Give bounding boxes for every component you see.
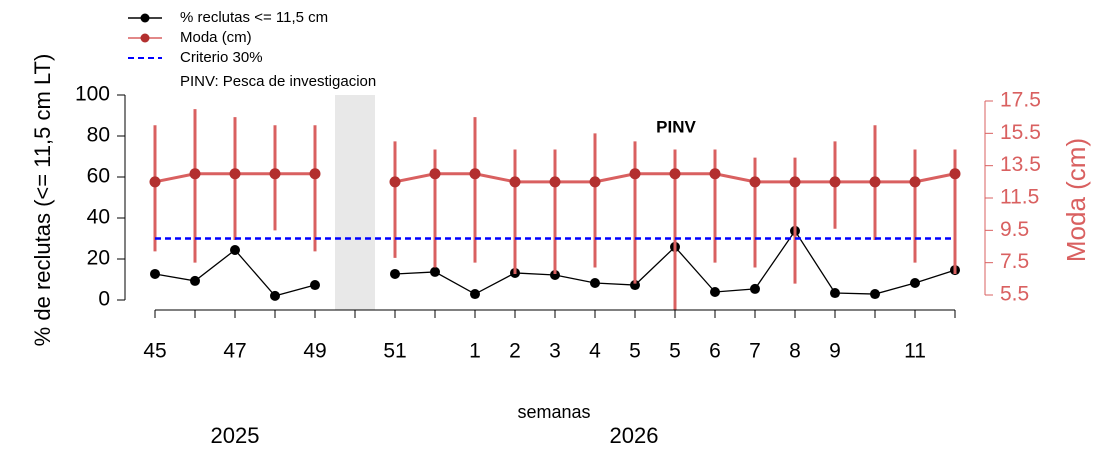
point (389, 176, 401, 188)
point (509, 176, 521, 188)
point (429, 168, 441, 180)
x-tick-label: 5 (669, 340, 681, 363)
y-tick-label: 40 (87, 206, 110, 229)
point (309, 168, 321, 180)
point (829, 176, 841, 188)
point (390, 268, 400, 279)
annotation: PINV (656, 117, 696, 136)
x-axis-label: semanas (517, 402, 590, 422)
legend-label: Criterio 30% (180, 49, 263, 66)
point (909, 176, 921, 188)
y2-axis-label: Moda (cm) (1061, 138, 1091, 262)
y-tick-label: 100 (75, 83, 110, 106)
legend-label: Moda (cm) (180, 29, 252, 46)
point (269, 168, 281, 180)
x-tick-label: 3 (549, 340, 561, 363)
point (869, 176, 881, 188)
point (669, 168, 681, 180)
point (229, 168, 241, 180)
x-tick-label: 6 (709, 340, 721, 363)
year-label: 2026 (610, 423, 659, 448)
point (469, 168, 481, 180)
point (150, 268, 160, 279)
point (629, 168, 641, 180)
year-label: 2025 (211, 423, 260, 448)
legend-marker (140, 13, 150, 23)
x-tick-label: 9 (829, 340, 841, 363)
point (230, 244, 240, 255)
point (709, 168, 721, 180)
x-tick-label: 7 (749, 340, 761, 363)
x-tick-label: 51 (383, 340, 406, 363)
x-tick-label: 2 (509, 340, 521, 363)
legend-label: % reclutas <= 11,5 cm (180, 9, 328, 26)
point (550, 269, 560, 280)
y-axis-label: % de reclutas (<= 11,5 cm LT) (30, 54, 55, 347)
legend-note: PINV: Pesca de investigacion (180, 73, 376, 90)
point (549, 176, 561, 188)
y2-tick-label: 9.5 (1000, 218, 1029, 241)
legend-marker (140, 33, 150, 43)
point (190, 275, 200, 286)
point (789, 176, 801, 188)
x-tick-label: 49 (303, 340, 326, 363)
point (630, 280, 640, 291)
x-tick-label: 11 (904, 340, 926, 363)
y2-tick-label: 7.5 (1000, 250, 1029, 273)
point (149, 176, 161, 188)
point (749, 176, 761, 188)
point (750, 283, 760, 294)
x-tick-label: 8 (789, 340, 801, 363)
y2-tick-label: 5.5 (1000, 283, 1029, 306)
y-tick-label: 60 (87, 165, 110, 188)
point (470, 289, 480, 300)
point (910, 277, 920, 288)
y2-tick-label: 13.5 (1000, 153, 1041, 176)
point (430, 266, 440, 277)
x-tick-label: 4 (589, 340, 601, 363)
point (589, 176, 601, 188)
point (270, 290, 280, 301)
x-tick-label: 5 (629, 340, 641, 363)
x-tick-label: 1 (469, 340, 481, 363)
y-tick-label: 0 (98, 288, 110, 311)
y2-tick-label: 17.5 (1000, 89, 1041, 112)
y-tick-label: 80 (87, 124, 110, 147)
point (830, 288, 840, 299)
y2-tick-label: 15.5 (1000, 121, 1041, 144)
point (870, 289, 880, 300)
x-tick-label: 47 (223, 340, 246, 363)
point (590, 277, 600, 288)
gap-shade (335, 95, 375, 310)
x-tick-label: 45 (143, 340, 166, 363)
y2-tick-label: 11.5 (1000, 186, 1039, 209)
point (310, 280, 320, 291)
y-tick-label: 20 (87, 247, 110, 270)
point (189, 168, 201, 180)
point (949, 168, 961, 180)
point (710, 287, 720, 298)
